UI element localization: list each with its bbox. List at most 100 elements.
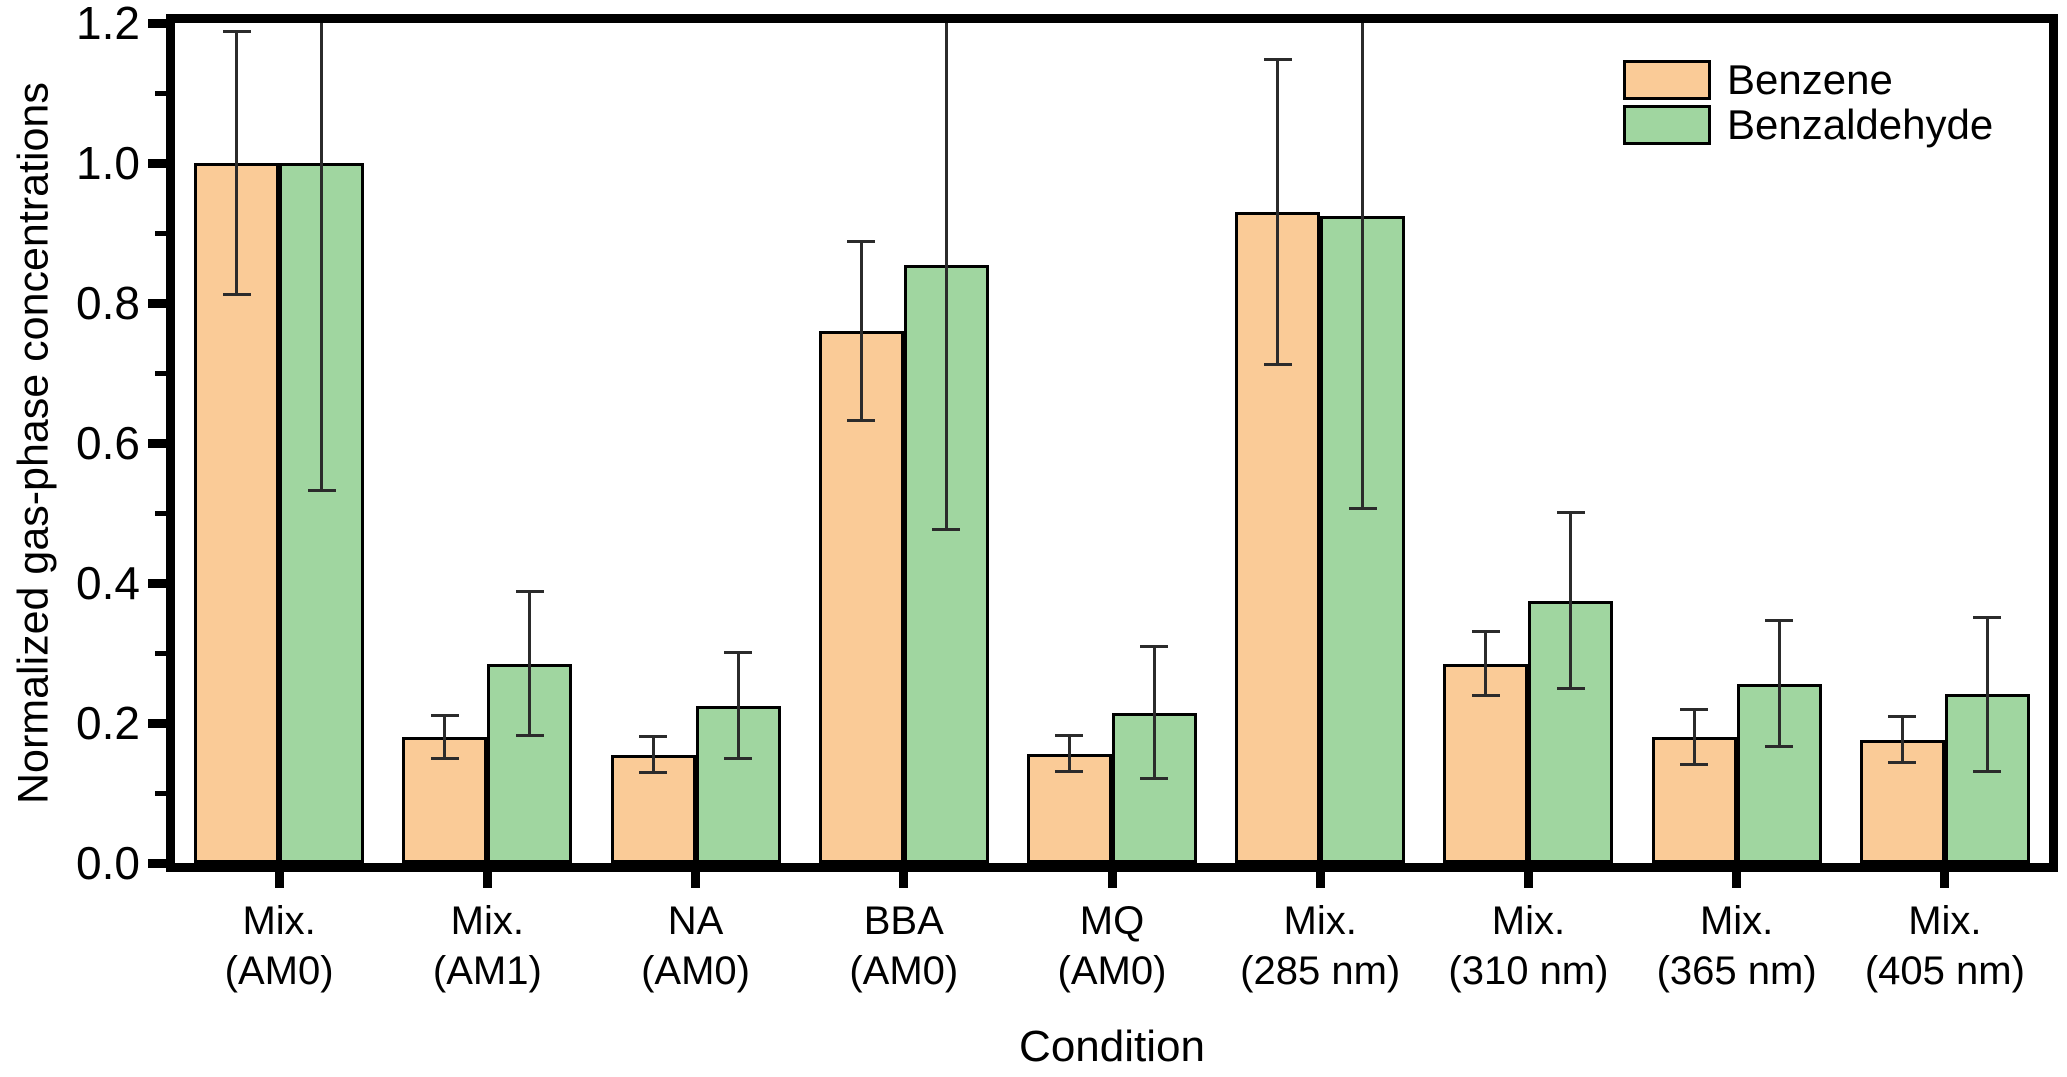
legend-label-benzene: Benzene — [1727, 55, 1893, 103]
y-minor-tick — [155, 510, 166, 516]
error-cap-high — [222, 30, 251, 33]
x-category-label-2: Mix. (AM1) — [383, 896, 591, 996]
y-tick-label: 1.0 — [76, 137, 140, 189]
x-tick — [1940, 872, 1950, 888]
legend-label-benzaldehyde: Benzaldehyde — [1727, 100, 1994, 148]
y-major-tick — [148, 858, 166, 868]
bar-benzaldehyde-2 — [487, 663, 573, 863]
error-bar-benzene-5 — [1067, 734, 1071, 774]
error-cap-high — [847, 240, 876, 243]
y-tick-label: 0.2 — [76, 697, 140, 749]
x-tick — [1107, 872, 1117, 888]
error-bar-benzaldehyde-2 — [528, 590, 532, 737]
error-bar-benzaldehyde-3 — [736, 650, 740, 761]
error-cap-low — [1765, 745, 1794, 749]
x-category-line1: Mix. — [242, 899, 316, 943]
x-category-label-5: MQ (AM0) — [1008, 896, 1216, 996]
x-category-line2: (405 nm) — [1864, 949, 2025, 993]
x-category-label-1: Mix. (AM0) — [175, 896, 383, 996]
x-tick — [482, 872, 492, 888]
bar-group-7 — [1424, 23, 1632, 863]
x-category-line1: Mix. — [450, 899, 524, 943]
error-cap-high — [1888, 715, 1917, 719]
error-cap-low — [1348, 506, 1377, 510]
error-bar-benzaldehyde-8 — [1777, 619, 1781, 749]
x-tick — [1523, 872, 1533, 888]
y-minor-tick — [155, 650, 166, 656]
x-category-line1: Mix. — [1491, 899, 1566, 943]
bar-group-3 — [591, 23, 799, 863]
legend: Benzene Benzaldehyde — [1623, 55, 1994, 148]
y-major-tick — [148, 18, 166, 28]
error-bar-benzene-2 — [443, 713, 447, 761]
y-tick-label: 0.8 — [76, 277, 140, 329]
x-category-line2: (285 nm) — [1240, 949, 1401, 993]
bar-group-4 — [800, 23, 1008, 863]
error-cap-high — [1140, 645, 1169, 649]
error-cap-high — [430, 713, 459, 717]
x-category-label-6: Mix. (285 nm) — [1216, 896, 1424, 996]
error-bar-benzaldehyde-5 — [1152, 645, 1156, 780]
x-category-line2: (AM0) — [849, 949, 959, 993]
bar-benzaldehyde-6 — [1320, 215, 1406, 863]
legend-item-benzaldehyde: Benzaldehyde — [1623, 100, 1994, 148]
error-bar-benzene-1 — [235, 30, 239, 296]
bar-group-5 — [1008, 23, 1216, 863]
error-bar-benzene-9 — [1900, 715, 1904, 765]
error-cap-low — [1556, 687, 1585, 691]
error-bar-benzaldehyde-4 — [944, 23, 948, 531]
error-cap-high — [1556, 510, 1585, 514]
error-bar-benzene-7 — [1484, 629, 1488, 698]
legend-item-benzene: Benzene — [1623, 55, 1993, 103]
bar-group-1 — [175, 23, 383, 863]
error-bar-benzene-8 — [1692, 707, 1696, 767]
error-cap-high — [1055, 734, 1084, 738]
x-axis-title: Condition — [1019, 1022, 1205, 1071]
bar-group-9 — [1841, 23, 2049, 863]
error-bar-benzaldehyde-1 — [320, 23, 324, 492]
x-tick — [899, 872, 909, 888]
legend-swatch-benzene — [1623, 59, 1711, 100]
error-cap-high — [515, 590, 544, 593]
y-major-tick — [148, 298, 166, 308]
x-category-line2: (365 nm) — [1656, 949, 1817, 993]
y-major-tick — [148, 578, 166, 588]
x-category-line1: MQ — [1079, 899, 1145, 943]
y-major-tick — [148, 158, 166, 168]
y-major-tick — [148, 718, 166, 728]
x-tick — [1315, 872, 1325, 888]
legend-swatch-benzaldehyde — [1623, 104, 1711, 145]
error-cap-low — [1140, 776, 1169, 780]
y-major-tick — [148, 438, 166, 448]
error-cap-low — [932, 527, 961, 531]
error-cap-high — [1765, 619, 1794, 623]
x-category-label-3: NA (AM0) — [591, 896, 799, 996]
plot-area: Benzene Benzaldehyde — [166, 14, 2058, 872]
x-category-label-9: Mix. (405 nm) — [1841, 896, 2049, 996]
error-cap-low — [1973, 769, 2002, 773]
error-cap-high — [639, 734, 668, 738]
error-bar-benzaldehyde-7 — [1569, 510, 1573, 691]
x-category-label-8: Mix. (365 nm) — [1633, 896, 1841, 996]
x-axis-labels: Mix. (AM0) Mix. (AM1) NA (AM0) BBA (AM0) MQ (AM0)… — [175, 896, 2049, 996]
bar-benzene-7 — [1443, 663, 1529, 863]
x-category-line2: (AM0) — [641, 949, 750, 993]
error-cap-high — [1263, 58, 1292, 61]
x-category-line1: Mix. — [1699, 899, 1774, 943]
error-cap-low — [1055, 770, 1084, 774]
error-cap-low — [1263, 363, 1292, 366]
x-category-line2: (AM0) — [224, 949, 334, 993]
bars-layer — [175, 23, 2049, 863]
error-cap-high — [1973, 615, 2002, 619]
x-tick — [691, 872, 701, 888]
error-cap-low — [847, 419, 876, 422]
x-category-line1: BBA — [863, 899, 944, 943]
error-bar-benzene-3 — [651, 734, 655, 775]
x-category-label-7: Mix. (310 nm) — [1424, 896, 1632, 996]
bar-group-8 — [1633, 23, 1841, 863]
x-category-line1: Mix. — [1283, 899, 1357, 943]
error-cap-high — [1680, 707, 1709, 711]
bar-benzene-3 — [610, 754, 696, 863]
error-bar-benzene-6 — [1276, 58, 1280, 366]
